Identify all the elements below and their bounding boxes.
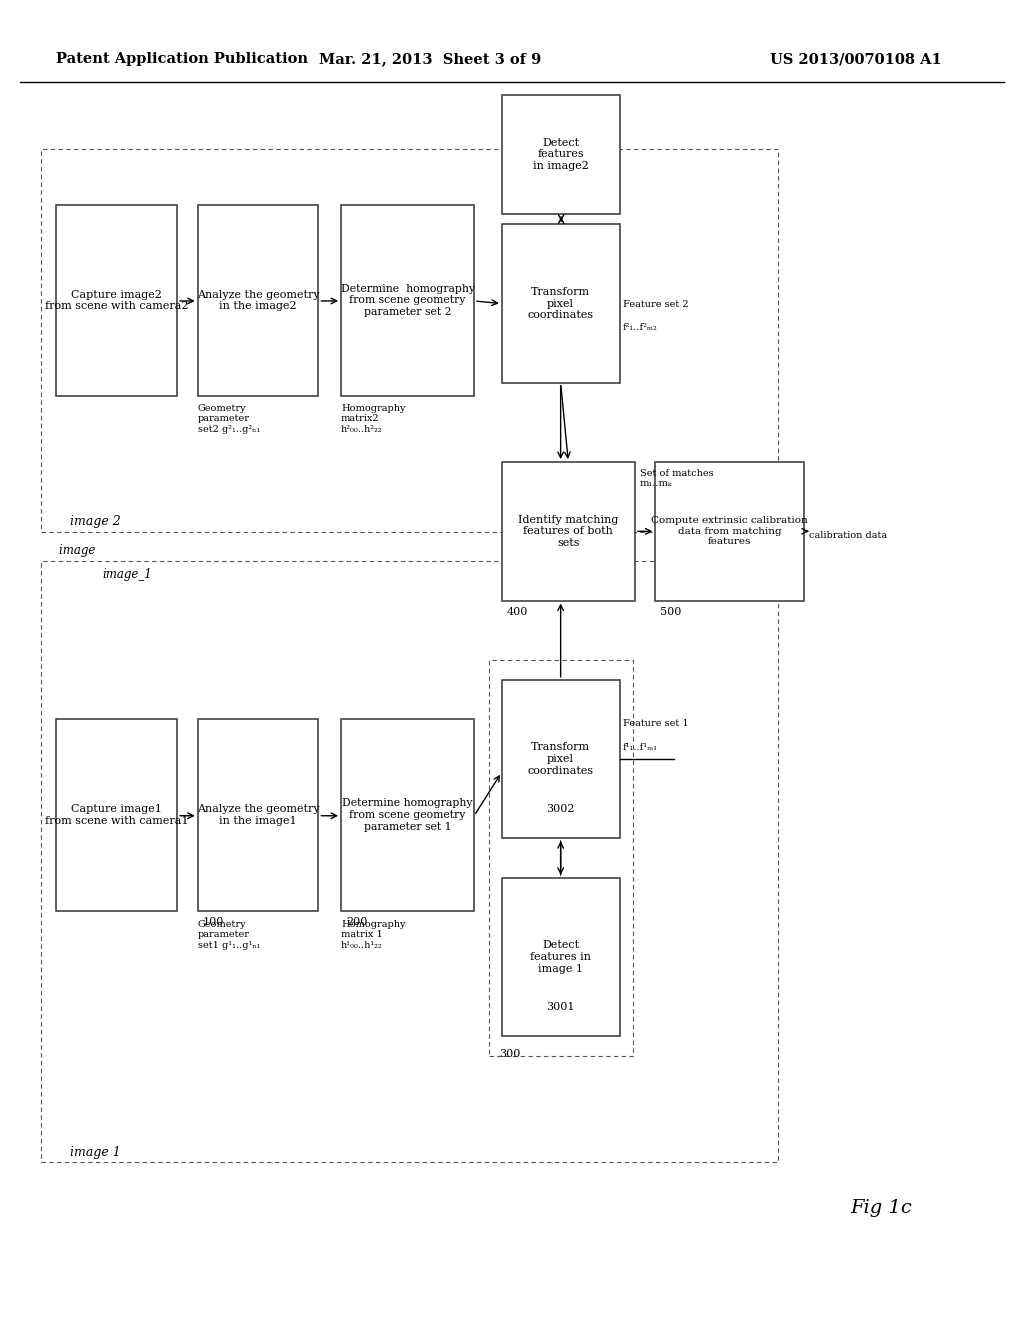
Text: Identify matching
features of both
sets: Identify matching features of both sets [518, 515, 618, 548]
Text: Homography
matrix2
h²₀₀..h²₂₂: Homography matrix2 h²₀₀..h²₂₂ [341, 404, 406, 434]
Text: 3002: 3002 [547, 804, 574, 814]
Text: Homography
matrix 1
h¹₀₀..h¹₂₂: Homography matrix 1 h¹₀₀..h¹₂₂ [341, 920, 406, 950]
Text: 100: 100 [203, 917, 224, 928]
Text: Patent Application Publication: Patent Application Publication [56, 53, 308, 66]
Text: f²₁..f²ₘ₂: f²₁..f²ₘ₂ [623, 323, 657, 333]
Text: Geometry
parameter
set2 g²₁..g²ₙ₁: Geometry parameter set2 g²₁..g²ₙ₁ [198, 404, 260, 434]
Text: Feature set 1: Feature set 1 [623, 719, 688, 729]
FancyBboxPatch shape [341, 205, 474, 396]
Text: Fig 1c: Fig 1c [850, 1199, 911, 1217]
FancyBboxPatch shape [198, 205, 318, 396]
Text: Capture image1
from scene with camera1: Capture image1 from scene with camera1 [45, 804, 188, 826]
Text: Analyze the geometry
in the image1: Analyze the geometry in the image1 [197, 804, 319, 826]
Text: 400: 400 [507, 607, 528, 618]
FancyBboxPatch shape [56, 205, 177, 396]
Text: image 2: image 2 [70, 515, 121, 528]
Text: Detect
features
in image2: Detect features in image2 [532, 137, 589, 172]
Text: 300: 300 [499, 1049, 520, 1060]
Text: Capture image2
from scene with camera2: Capture image2 from scene with camera2 [45, 289, 188, 312]
Text: US 2013/0070108 A1: US 2013/0070108 A1 [770, 53, 942, 66]
FancyBboxPatch shape [56, 719, 177, 911]
Text: Determine  homography
from scene geometry
parameter set 2: Determine homography from scene geometry… [341, 284, 474, 317]
FancyBboxPatch shape [489, 660, 633, 1056]
Text: Geometry
parameter
set1 g¹₁..g¹ₙ₁: Geometry parameter set1 g¹₁..g¹ₙ₁ [198, 920, 260, 950]
Text: 500: 500 [660, 607, 682, 618]
Text: image: image [59, 544, 99, 557]
Text: image_1: image_1 [102, 568, 153, 581]
FancyBboxPatch shape [502, 95, 620, 214]
Text: Feature set 2: Feature set 2 [623, 300, 688, 309]
FancyBboxPatch shape [502, 878, 620, 1036]
FancyBboxPatch shape [502, 224, 620, 383]
Text: Analyze the geometry
in the image2: Analyze the geometry in the image2 [197, 289, 319, 312]
Text: Mar. 21, 2013  Sheet 3 of 9: Mar. 21, 2013 Sheet 3 of 9 [318, 53, 542, 66]
FancyBboxPatch shape [655, 462, 804, 601]
Text: Detect
features in
image 1: Detect features in image 1 [530, 940, 591, 974]
Text: f¹₁..f¹ₘ₁: f¹₁..f¹ₘ₁ [623, 743, 657, 752]
Text: image 1: image 1 [70, 1146, 121, 1159]
Text: Set of matches
m₁..mₖ: Set of matches m₁..mₖ [640, 469, 714, 488]
FancyBboxPatch shape [41, 149, 778, 532]
Text: 3001: 3001 [547, 1002, 574, 1012]
Text: Determine homography
from scene geometry
parameter set 1: Determine homography from scene geometry… [342, 799, 473, 832]
Text: 200: 200 [346, 917, 368, 928]
Text: Transform
pixel
coordinates: Transform pixel coordinates [527, 286, 594, 321]
Text: Compute extrinsic calibration
data from matching
features: Compute extrinsic calibration data from … [651, 516, 808, 546]
FancyBboxPatch shape [341, 719, 474, 911]
FancyBboxPatch shape [502, 680, 620, 838]
FancyBboxPatch shape [502, 462, 635, 601]
FancyBboxPatch shape [41, 561, 778, 1162]
Text: calibration data: calibration data [809, 531, 887, 540]
FancyBboxPatch shape [198, 719, 318, 911]
Text: Transform
pixel
coordinates: Transform pixel coordinates [527, 742, 594, 776]
